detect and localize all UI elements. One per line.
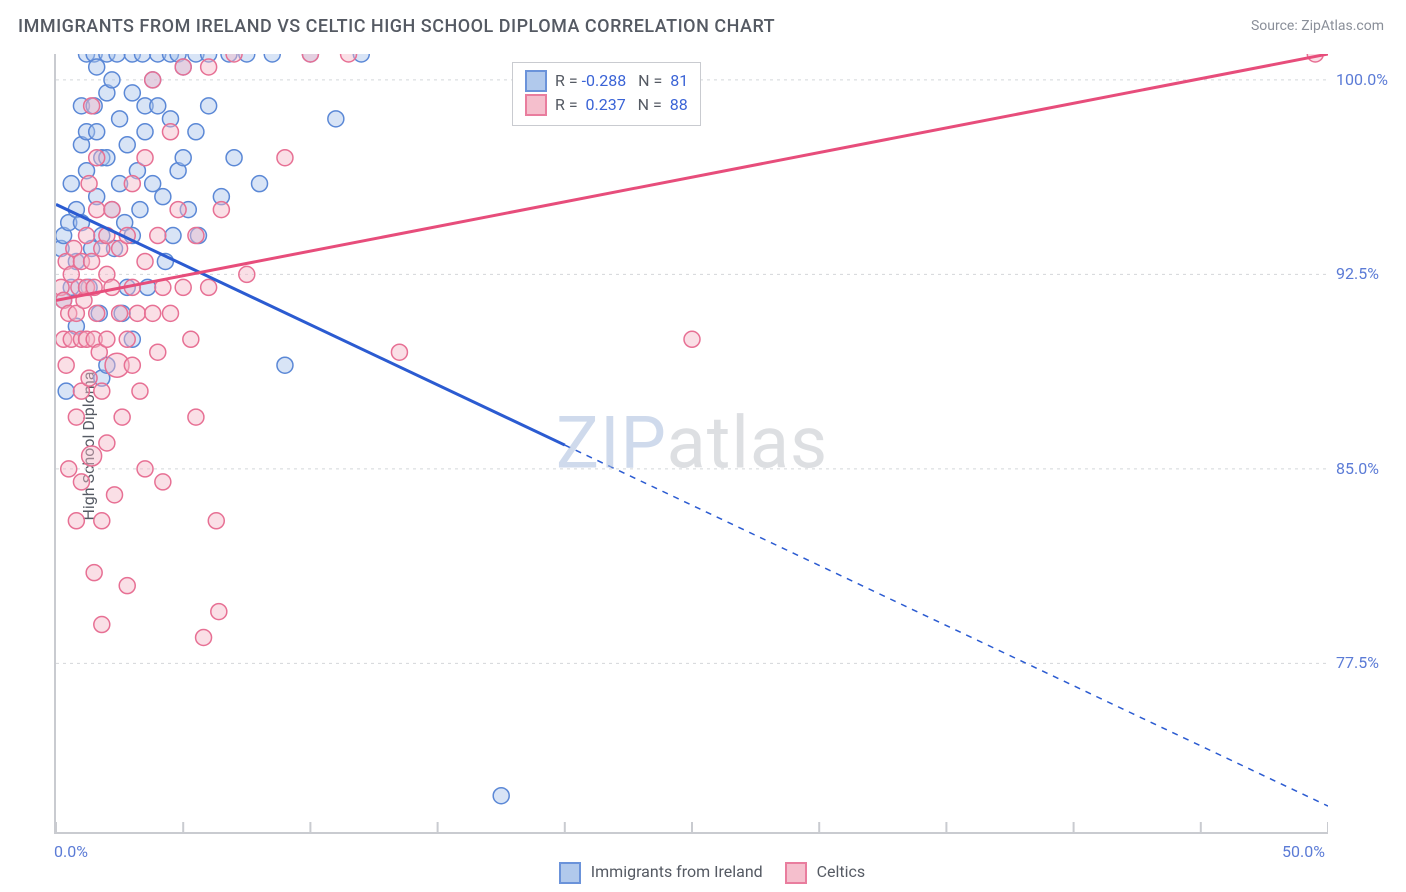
legend-label-ireland: Immigrants from Ireland [591,862,763,881]
source-label: Source: ZipAtlas.com [1251,18,1384,34]
y-tick-label: 100.0% [1336,70,1388,89]
plot-svg [56,54,1328,832]
x-tick-label: 50.0% [1282,842,1325,861]
chart-title: IMMIGRANTS FROM IRELAND VS CELTIC HIGH S… [18,16,775,37]
stats-row-celtics: R = 0.237 N = 88 [525,93,688,117]
stats-legend-box: R = -0.288 N = 81 R = 0.237 N = 88 [512,62,701,126]
legend-swatch-ireland [559,862,581,884]
stats-row-ireland: R = -0.288 N = 81 [525,69,688,93]
y-tick-label: 92.5% [1336,264,1379,283]
y-tick-label: 77.5% [1336,653,1379,672]
x-tick-label: 0.0% [54,842,88,861]
legend-label-celtics: Celtics [817,862,866,881]
swatch-celtics [525,94,547,116]
legend-swatch-celtics [785,862,807,884]
swatch-ireland [525,70,547,92]
y-tick-label: 85.0% [1336,459,1379,478]
bottom-legend: Immigrants from Ireland Celtics [0,862,1406,884]
plot-area: ZIPatlas R = -0.288 N = 81 R = 0.237 N =… [54,54,1328,834]
